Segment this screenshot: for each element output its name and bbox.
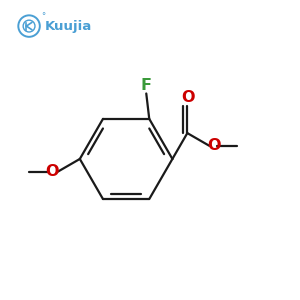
- Text: O: O: [46, 164, 59, 179]
- Text: O: O: [207, 138, 221, 153]
- Text: °: °: [41, 12, 45, 21]
- Text: Kuujia: Kuujia: [45, 20, 92, 33]
- Text: F: F: [141, 78, 152, 93]
- Text: O: O: [181, 90, 194, 105]
